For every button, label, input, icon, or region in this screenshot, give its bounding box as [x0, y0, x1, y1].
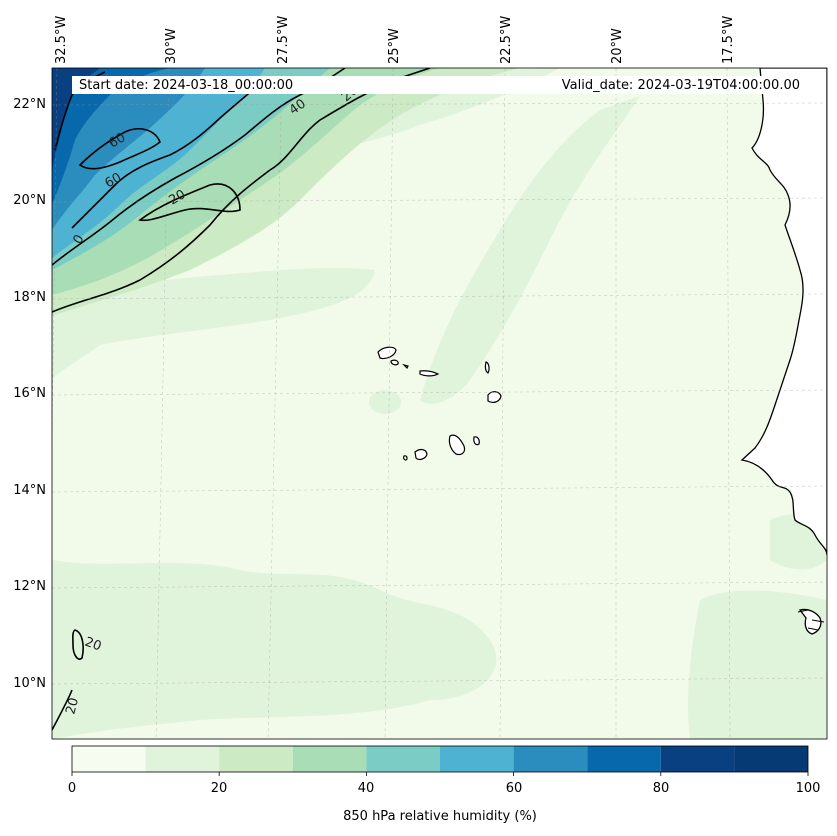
- humidity-band-80-90: [52, 68, 100, 170]
- africa-coast-detail-south: [798, 608, 822, 635]
- colorbar-ticks: [71, 772, 809, 776]
- lon-label: 32.5°W: [54, 15, 69, 64]
- map-gridlines: [52, 68, 827, 739]
- colorbar-segment: [366, 746, 440, 772]
- africa-coast-detail-bijagos: [797, 609, 825, 631]
- contour-20-main: [52, 68, 431, 313]
- gridline-lon-25: [384, 68, 394, 739]
- contour-label: 60: [107, 130, 129, 151]
- lat-label: 18°N: [13, 290, 46, 305]
- island-brava: [403, 455, 408, 461]
- colorbar-tick-label: 80: [652, 781, 670, 796]
- island-fogo: [414, 448, 428, 460]
- colorbar-segment: [145, 746, 220, 772]
- contour-60-inner: [78, 128, 161, 170]
- lat-label: 12°N: [13, 579, 46, 594]
- colorbar-tick-label: 0: [67, 781, 77, 796]
- gridline-lon-27-5: [267, 68, 283, 739]
- lon-label: 27.5°W: [276, 15, 291, 64]
- cape-verde-islands: [377, 346, 502, 461]
- colorbar-segment: [734, 746, 808, 772]
- colorbar-segment: [660, 746, 735, 772]
- contour-label: 60: [103, 170, 125, 191]
- lon-label: 25°W: [387, 28, 402, 64]
- humidity-band-70-80: [52, 68, 170, 205]
- contour-60-main: [71, 79, 266, 229]
- colorbar-label: 850 hPa relative humidity (%): [343, 809, 537, 824]
- humidity-patch-island: [369, 390, 401, 414]
- lat-label: 10°N: [13, 676, 46, 691]
- colorbar-segment: [72, 746, 146, 772]
- island-sao-vicente: [390, 359, 399, 366]
- lon-label: 17.5°W: [721, 15, 736, 64]
- contour-label: 20: [167, 187, 189, 208]
- colorbar-segment: [292, 746, 367, 772]
- island-santo-antao: [377, 346, 397, 360]
- contour-labels: 60 60 40 20 20 0 20 20: [63, 83, 361, 716]
- map-frame: [51, 67, 828, 740]
- colorbar-frame: [71, 745, 809, 773]
- lon-label: 22.5°W: [499, 15, 514, 64]
- humidity-band-10-20-south: [52, 560, 497, 739]
- lon-label: 30°W: [164, 28, 179, 64]
- colorbar-tick-label: 60: [505, 781, 523, 796]
- island-maio: [473, 436, 480, 446]
- contour-20-loop: [138, 183, 241, 222]
- lat-label: 22°N: [13, 97, 46, 112]
- gridline-lon-30: [155, 68, 170, 739]
- header-box: [72, 76, 808, 94]
- gridline-lon-17-5: [726, 68, 731, 739]
- lon-label: 20°W: [610, 28, 625, 64]
- contour-label: 20: [83, 635, 104, 655]
- colorbar-segment: [513, 746, 588, 772]
- africa-coastline: [740, 68, 827, 556]
- colorbar-segment: [219, 746, 293, 772]
- island-santiago: [448, 434, 466, 456]
- humidity-band-10-20-west: [52, 267, 375, 380]
- valid-date-label: Valid_date: 2024-03-19T04:00:00.00: [561, 78, 800, 93]
- island-sao-nicolau: [419, 370, 440, 377]
- island-santa-luzia: [402, 363, 409, 370]
- contour-40-main: [52, 68, 346, 266]
- colorbar: [71, 745, 809, 776]
- island-boa-vista: [487, 391, 502, 403]
- contour-20-southwest-edge: [52, 689, 73, 731]
- colorbar-tick-label: 40: [357, 781, 375, 796]
- colorbar-tick-label: 100: [795, 781, 821, 796]
- colorbar-segment: [440, 746, 514, 772]
- map-area: 60 60 40 20 20 0 20 20: [52, 68, 827, 739]
- colorbar-tick-label: 20: [210, 781, 228, 796]
- colorbar-segment: [587, 746, 661, 772]
- lat-label: 14°N: [13, 483, 46, 498]
- contour-20-southwest: [72, 629, 84, 660]
- humidity-band-10-20-plume: [420, 96, 640, 404]
- lat-label: 16°N: [13, 386, 46, 401]
- humidity-band-10-20-southeast: [688, 590, 827, 739]
- island-sal: [484, 361, 490, 374]
- lat-label: 20°N: [13, 193, 46, 208]
- contour-label: 20: [63, 696, 82, 716]
- start-date-label: Start date: 2024-03-18_00:00:00: [79, 78, 294, 93]
- gridline-lon-22-5: [499, 68, 506, 739]
